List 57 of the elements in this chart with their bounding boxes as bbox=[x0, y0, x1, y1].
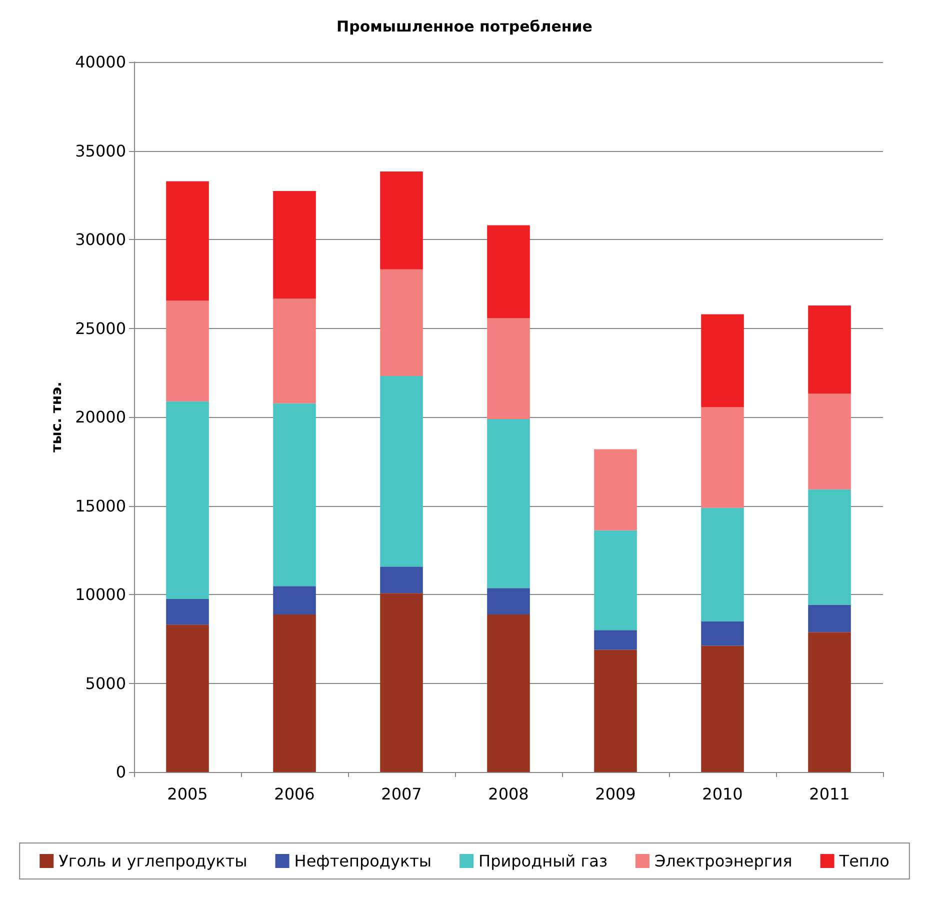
y-tick-label: 20000 bbox=[75, 408, 126, 426]
y-tick-label: 10000 bbox=[75, 585, 126, 604]
legend-label: Тепло bbox=[838, 852, 890, 870]
y-tick-label: 0 bbox=[116, 762, 126, 782]
x-tick-label: 2011 bbox=[809, 784, 850, 804]
bar bbox=[487, 318, 530, 419]
bar bbox=[487, 588, 530, 615]
x-tick-label: 2006 bbox=[274, 784, 315, 804]
bar bbox=[380, 269, 423, 376]
bar bbox=[380, 566, 423, 594]
y-tick-label: 25000 bbox=[75, 318, 126, 338]
bar bbox=[808, 604, 851, 632]
bar bbox=[487, 418, 530, 588]
bar bbox=[701, 646, 744, 772]
bar bbox=[487, 225, 530, 318]
legend-label: Природный газ bbox=[478, 852, 608, 870]
x-tick-label: 2005 bbox=[167, 784, 208, 804]
bar bbox=[380, 376, 423, 567]
bar bbox=[273, 614, 316, 772]
y-tick-label: 15000 bbox=[75, 496, 126, 516]
legend-label: Электроэнергия bbox=[654, 852, 792, 870]
x-tick-label: 2007 bbox=[381, 784, 422, 804]
bar bbox=[594, 630, 637, 650]
bar bbox=[166, 181, 209, 301]
bar bbox=[166, 624, 209, 772]
bar bbox=[594, 650, 637, 772]
legend-label: Уголь и углепродукты bbox=[58, 852, 248, 870]
bar bbox=[594, 530, 637, 630]
bar bbox=[701, 508, 744, 622]
bar bbox=[701, 621, 744, 646]
bar bbox=[380, 593, 423, 772]
x-tick-label: 2008 bbox=[488, 784, 529, 804]
bar bbox=[273, 403, 316, 586]
y-axis-title: тыс. тнэ. bbox=[49, 382, 65, 452]
y-tick-label: 40000 bbox=[75, 52, 126, 72]
bar bbox=[166, 401, 209, 599]
x-tick-label: 2009 bbox=[595, 784, 636, 804]
y-tick-label: 35000 bbox=[75, 141, 126, 160]
bar bbox=[273, 191, 316, 299]
bar bbox=[594, 449, 637, 530]
bar bbox=[808, 394, 851, 490]
bar bbox=[380, 172, 423, 270]
x-tick-label: 2010 bbox=[702, 784, 743, 804]
bar bbox=[701, 407, 744, 508]
bar bbox=[166, 300, 209, 402]
chart-title: Промышленное потребление bbox=[336, 18, 592, 36]
bar bbox=[808, 306, 851, 394]
bar bbox=[487, 614, 530, 772]
bar bbox=[166, 598, 209, 625]
y-tick-label: 30000 bbox=[75, 230, 126, 249]
legend-label: Нефтепродукты bbox=[294, 852, 432, 870]
bar bbox=[808, 632, 851, 772]
bar bbox=[273, 298, 316, 404]
bar bbox=[808, 489, 851, 605]
bar bbox=[273, 586, 316, 615]
y-tick-label: 5000 bbox=[85, 674, 126, 693]
bar bbox=[701, 314, 744, 408]
